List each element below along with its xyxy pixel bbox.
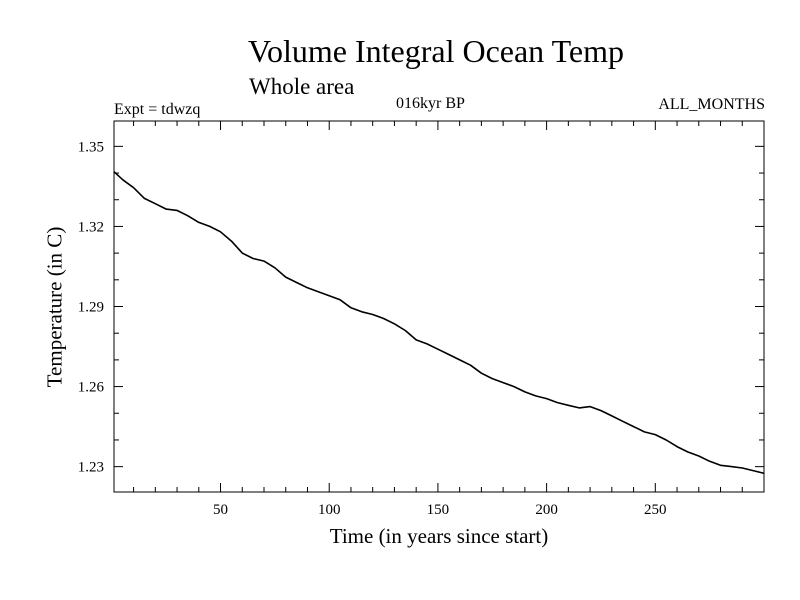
- x-tick-label: 100: [318, 502, 341, 518]
- x-tick-label: 150: [427, 502, 450, 518]
- y-tick-label: 1.26: [78, 380, 105, 396]
- x-axis-label: Time (in years since start): [329, 524, 549, 548]
- chart-title: Volume Integral Ocean Temp: [247, 33, 624, 69]
- y-tick-label: 1.29: [78, 300, 104, 316]
- x-tick-label: 200: [535, 502, 558, 518]
- y-tick-label: 1.32: [78, 219, 104, 235]
- y-tick-label: 1.35: [78, 139, 104, 155]
- months-label: ALL_MONTHS: [658, 96, 765, 113]
- x-tick-label: 250: [644, 502, 667, 518]
- series-group: [113, 171, 765, 475]
- x-tick-label: 50: [213, 502, 228, 518]
- axis-ticks: [114, 121, 764, 492]
- chart-subtitle: Whole area: [249, 74, 355, 99]
- axis-tick-labels: 50 100 150 200 250 1.23 1.26 1.29 1.32 1.35: [78, 139, 667, 518]
- period-label: 016kyr BP: [396, 95, 465, 112]
- y-tick-label: 1.23: [78, 460, 104, 476]
- plot-frame: [113, 120, 765, 493]
- experiment-label: Expt = tdwzq: [114, 101, 201, 118]
- series-line: [113, 171, 765, 475]
